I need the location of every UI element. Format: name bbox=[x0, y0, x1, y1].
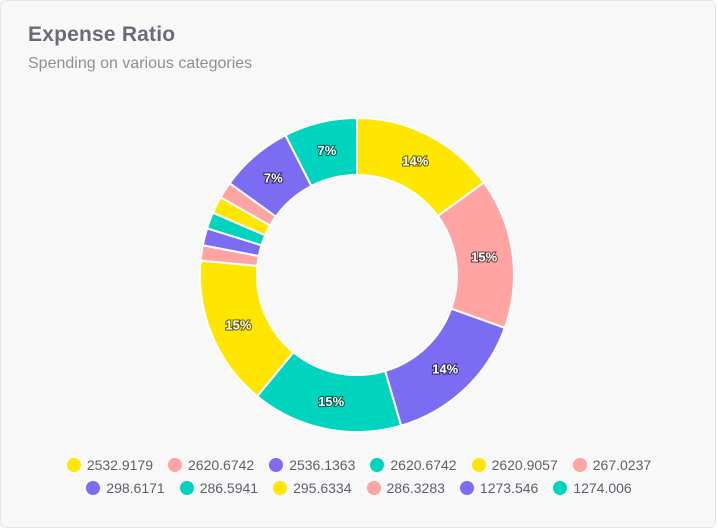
slice-percent-label: 7% bbox=[317, 143, 336, 158]
legend-swatch-icon bbox=[553, 481, 568, 495]
legend-label: 286.5941 bbox=[199, 480, 259, 496]
legend-label: 267.0237 bbox=[592, 457, 652, 473]
legend-label: 2620.9057 bbox=[491, 457, 558, 473]
donut-slice[interactable] bbox=[284, 116, 358, 188]
legend-label: 298.6171 bbox=[106, 480, 165, 496]
legend-swatch-icon bbox=[572, 458, 587, 472]
legend-item[interactable]: 286.3283 bbox=[366, 480, 445, 496]
legend-item[interactable]: 2620.6742 bbox=[168, 457, 254, 473]
legend-item[interactable]: 286.5941 bbox=[179, 480, 259, 496]
donut-chart: 14% 15% 14% 15% 15% 7% 7% bbox=[199, 116, 515, 433]
legend-item[interactable]: 2532.9179 bbox=[66, 457, 154, 473]
chart-title: Expense Ratio bbox=[28, 23, 176, 46]
legend-swatch-icon bbox=[366, 481, 381, 495]
legend-item[interactable]: 2620.6742 bbox=[370, 457, 457, 473]
chart-subtitle: Spending on various categories bbox=[28, 55, 253, 72]
legend-item[interactable]: 1274.006 bbox=[553, 480, 632, 496]
legend-label: 2620.6742 bbox=[188, 457, 255, 473]
legend-swatch-icon bbox=[66, 458, 81, 472]
legend-item[interactable]: 295.6334 bbox=[273, 480, 352, 496]
legend-item[interactable]: 298.6171 bbox=[86, 480, 165, 496]
legend-swatch-icon bbox=[471, 458, 486, 472]
legend-label: 286.3283 bbox=[386, 480, 445, 496]
legend-label: 2532.9179 bbox=[86, 457, 154, 473]
slice-percent-label: 7% bbox=[264, 171, 283, 186]
legend-item[interactable]: 2620.9057 bbox=[471, 457, 558, 473]
legend-item[interactable]: 1273.546 bbox=[459, 480, 539, 496]
legend-swatch-icon bbox=[168, 458, 183, 472]
legend-item[interactable]: 2536.1363 bbox=[269, 457, 355, 473]
legend-label: 2620.6742 bbox=[390, 457, 457, 473]
slice-percent-label: 15% bbox=[225, 317, 251, 332]
legend-swatch-icon bbox=[273, 481, 288, 495]
legend-swatch-icon bbox=[370, 458, 385, 472]
slice-percent-label: 14% bbox=[402, 153, 428, 168]
legend-label: 2536.1363 bbox=[289, 457, 356, 473]
chart-legend: 2532.9179 2620.6742 2536.1363 2620.6742 2620… bbox=[1, 457, 717, 496]
legend-label: 1273.546 bbox=[479, 480, 539, 496]
legend-item[interactable]: 267.0237 bbox=[572, 457, 652, 473]
legend-swatch-icon bbox=[459, 481, 474, 495]
slice-percent-label: 15% bbox=[471, 250, 497, 265]
legend-swatch-icon bbox=[179, 481, 194, 495]
slice-percent-label: 14% bbox=[432, 361, 458, 376]
legend-label: 1274.006 bbox=[573, 480, 632, 496]
legend-swatch-icon bbox=[269, 458, 284, 472]
legend-label: 295.6334 bbox=[293, 480, 352, 496]
legend-swatch-icon bbox=[86, 481, 101, 495]
slice-percent-label: 15% bbox=[318, 394, 344, 409]
